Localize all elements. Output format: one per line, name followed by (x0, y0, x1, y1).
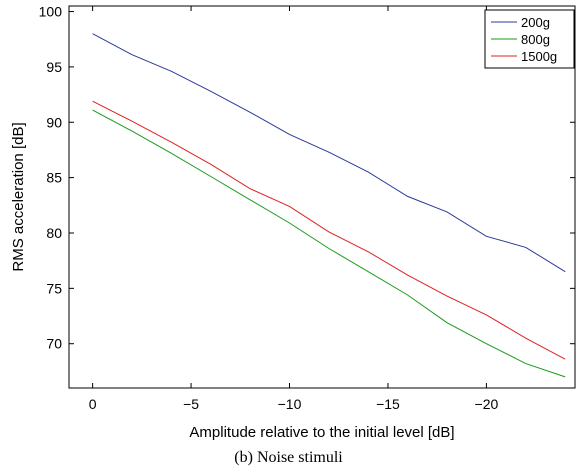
x-tick-label: −10 (278, 396, 302, 412)
line-chart: 0 −5 −10 −15 −20 70 75 80 85 90 95 100 200g 800g 1500… (10, 4, 576, 441)
legend-label: 800g (521, 32, 550, 47)
y-tick-label: 75 (46, 280, 62, 296)
y-tick-label: 70 (46, 336, 62, 352)
plot-area (68, 5, 576, 389)
y-tick-label: 95 (46, 59, 62, 75)
y-axis-label: RMS acceleration [dB] (10, 122, 27, 271)
x-tick-label: −20 (475, 396, 499, 412)
legend-label: 1500g (521, 49, 557, 64)
series-line-200g (92, 33, 566, 273)
legend-label: 200g (521, 15, 550, 30)
x-tick-label: 0 (89, 396, 97, 412)
x-tick-label: −15 (376, 396, 400, 412)
y-tick-label: 100 (39, 4, 63, 20)
figure-caption: (b) Noise stimuli (234, 449, 343, 466)
x-tick-label: −5 (183, 396, 199, 412)
x-axis-label: Amplitude relative to the initial level … (189, 424, 454, 441)
y-tick-label: 80 (46, 225, 62, 241)
y-tick-label: 85 (46, 170, 62, 186)
series-line-800g (92, 109, 566, 378)
series-line-1500g (92, 100, 566, 360)
y-tick-label: 90 (46, 114, 62, 130)
